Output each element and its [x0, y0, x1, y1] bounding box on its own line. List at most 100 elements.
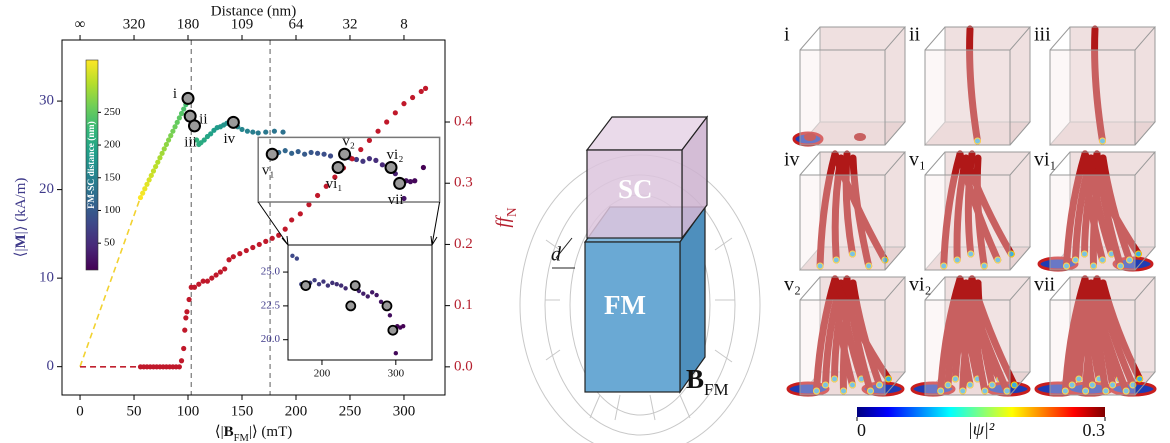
data-point	[177, 115, 182, 120]
data-point	[181, 106, 186, 111]
data-point	[401, 324, 405, 328]
sc-label: SC	[618, 174, 653, 204]
data-point	[302, 152, 307, 157]
data-point	[231, 254, 236, 259]
data-point	[151, 168, 156, 173]
data-point	[205, 279, 210, 284]
data-point	[149, 173, 154, 178]
highlight-point	[301, 281, 310, 290]
data-point	[192, 285, 197, 290]
data-point	[421, 165, 426, 170]
data-point	[183, 315, 188, 320]
y-axis-label: ⟨|M|⟩ (kA/m)	[13, 178, 29, 258]
data-point	[328, 153, 333, 158]
data-point	[321, 152, 326, 157]
x-tick-label: 150	[231, 403, 254, 419]
y2-axis-label-part: N	[504, 207, 519, 217]
colorbar-label: FM-SC distance (nm)	[86, 121, 97, 209]
panel	[1050, 27, 1155, 145]
data-point	[147, 177, 152, 182]
data-point	[309, 150, 314, 155]
data-point	[366, 294, 370, 298]
point-label: vi₁	[326, 176, 343, 192]
data-point	[380, 162, 385, 167]
psi-colorbar-tick-label: 0.3	[1083, 420, 1106, 440]
data-point	[168, 133, 173, 138]
data-point	[394, 351, 398, 355]
highlight-point	[267, 149, 278, 160]
data-point	[388, 313, 392, 317]
data-point	[182, 328, 187, 333]
data-point	[384, 119, 389, 124]
data-point	[321, 279, 325, 283]
x-tick-label: 50	[127, 403, 142, 419]
data-point	[367, 156, 372, 161]
data-point	[226, 257, 231, 262]
panel-front	[925, 175, 1010, 270]
data-point	[179, 358, 184, 363]
field-label-sub: FM	[704, 380, 729, 399]
data-point	[209, 275, 214, 280]
top-axis-title: Distance (nm)	[211, 3, 296, 19]
panel	[800, 152, 905, 270]
colorbar-tick-label: 200	[104, 139, 121, 151]
data-point	[142, 186, 147, 191]
data-point	[186, 297, 191, 302]
data-point	[263, 239, 268, 244]
y-tick-label: 0	[47, 358, 55, 374]
data-point	[296, 149, 301, 154]
data-point	[317, 282, 321, 286]
data-point	[256, 130, 261, 135]
panel-front	[925, 300, 1010, 395]
panel	[794, 27, 905, 145]
data-point	[343, 286, 347, 290]
data-point	[295, 256, 299, 260]
data-point	[184, 309, 189, 314]
panel-front	[1050, 300, 1135, 395]
data-point	[170, 129, 175, 134]
fm-label: FM	[604, 290, 646, 320]
x-tick-label: 100	[177, 403, 200, 419]
highlight-point	[339, 149, 350, 160]
data-point	[360, 159, 365, 164]
highlight-point	[333, 162, 344, 173]
y-tick-label: 22.5	[261, 299, 281, 311]
data-point	[166, 137, 171, 142]
panel-front	[1050, 175, 1135, 270]
data-point	[245, 129, 250, 134]
data-point	[283, 148, 288, 153]
y2-tick-label: 0.1	[454, 297, 473, 313]
data-point	[367, 138, 372, 143]
zoom-connector	[431, 202, 440, 245]
y-axis-label-part: |⟩ (kA/m)	[13, 178, 29, 235]
highlight-point	[382, 301, 391, 310]
panel-label: iii	[1034, 24, 1051, 46]
data-point	[306, 202, 311, 207]
x2-tick-label: 32	[342, 16, 357, 32]
data-point	[370, 290, 374, 294]
data-point	[239, 127, 244, 132]
data-point	[138, 195, 143, 200]
data-point	[162, 146, 167, 151]
colorbar-tick-label: 150	[104, 171, 121, 183]
y-tick-label: 30	[39, 93, 54, 109]
data-point	[375, 129, 380, 134]
data-point	[401, 101, 406, 106]
data-point	[312, 278, 316, 282]
panel-label: vii	[1034, 274, 1056, 296]
data-point	[361, 292, 365, 296]
point-label: iv	[224, 131, 236, 147]
data-point	[326, 283, 330, 287]
x-tick-label: 200	[285, 403, 308, 419]
highlight-point	[394, 178, 405, 189]
data-point	[263, 129, 268, 134]
data-point	[159, 151, 164, 156]
data-point	[196, 282, 201, 287]
x-tick-label: 300	[388, 367, 405, 379]
x2-tick-label: ∞	[75, 16, 86, 32]
panel-label: vi₁	[1034, 149, 1057, 171]
vortex-end	[886, 376, 892, 382]
x-tick-label: 250	[339, 403, 362, 419]
panel-label: v₁	[909, 149, 926, 171]
data-point	[330, 281, 334, 285]
